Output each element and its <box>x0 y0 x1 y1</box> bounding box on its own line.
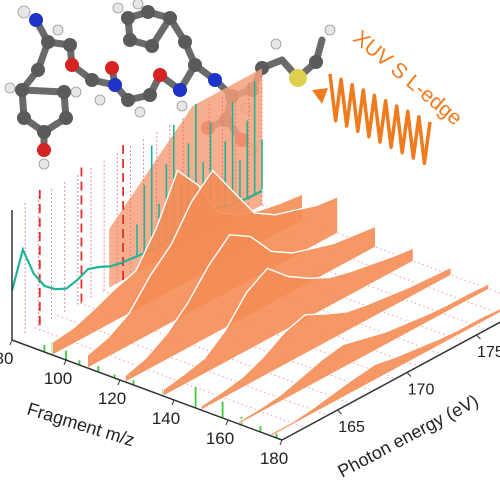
hydrogen-atom <box>38 158 50 170</box>
y-tick-label: 175 <box>477 344 500 361</box>
hydrogen-atom <box>52 24 64 36</box>
hydrogen-atom <box>94 94 106 106</box>
carbon-atom <box>85 73 99 87</box>
nitrogen-atom <box>108 78 122 92</box>
beam-arrow-icon <box>312 88 328 104</box>
hydrogen-atom <box>134 106 146 118</box>
carbon-atom <box>121 93 135 107</box>
carbon-atom <box>188 58 202 72</box>
sulfur-atom <box>289 69 307 87</box>
oxygen-atom <box>153 68 167 82</box>
energy-spectrum-line <box>87 169 338 356</box>
nitrogen-atom <box>173 83 187 97</box>
x-tick <box>117 379 121 386</box>
hydrogen-atom <box>17 5 31 19</box>
molecule-atoms <box>4 0 336 170</box>
hydrogen-atom <box>70 86 82 98</box>
carbon-atom <box>141 5 155 19</box>
x-tick <box>279 439 283 446</box>
molecule-bonds <box>18 8 326 154</box>
x-tick-label: 160 <box>206 429 234 448</box>
y-tick <box>476 334 481 340</box>
carbon-atom <box>59 111 73 125</box>
energy-spectrum-line <box>238 283 490 422</box>
molecule-model <box>4 0 336 170</box>
xuv-beam: XUV S L-edge <box>312 26 466 166</box>
x-tick <box>225 419 229 426</box>
x-tick-label: 100 <box>44 369 72 388</box>
carbon-atom <box>63 38 77 52</box>
y-tick-labels: 165 170 175 <box>337 334 500 436</box>
oxygen-atom <box>105 61 119 75</box>
hydrogen-atom <box>112 2 124 14</box>
oxygen-atom <box>65 58 79 72</box>
x-tick <box>63 359 67 366</box>
carbon-atom <box>37 125 51 139</box>
x-tick-label: 180 <box>260 449 288 468</box>
y-axis-label: Photon energy (eV) <box>334 391 481 482</box>
energy-spectrum-line <box>52 169 303 343</box>
hydrogen-atom <box>132 0 144 10</box>
carbon-atom <box>31 63 45 77</box>
hydrogen-atom <box>270 38 282 50</box>
carbon-atom <box>178 35 192 49</box>
carbon-atom <box>123 33 137 47</box>
energy-spectrum-line <box>200 266 452 407</box>
carbon-atom <box>121 11 135 25</box>
energy-spectrum-line <box>124 225 376 377</box>
nitrogen-atom <box>208 73 222 87</box>
x-tick-label: 80 <box>0 349 13 368</box>
energy-spectrum-line <box>162 247 414 391</box>
carbon-atom <box>57 85 71 99</box>
oxygen-atom <box>37 143 51 157</box>
nitrogen-atom <box>29 13 43 27</box>
energy-spectrum-line <box>270 307 500 435</box>
hydrogen-atom <box>4 82 16 94</box>
beam-wave <box>328 73 432 166</box>
x-axis-line <box>11 339 283 441</box>
carbon-atom <box>17 111 31 125</box>
y-tick-label: 165 <box>338 419 365 436</box>
x-tick-label: 140 <box>152 409 180 428</box>
hydrogen-atom <box>176 100 188 112</box>
carbon-atom <box>309 55 323 69</box>
y-tick <box>337 409 342 415</box>
y-tick <box>406 372 412 377</box>
x-tick <box>171 399 175 406</box>
x-tick-label: 120 <box>98 389 126 408</box>
x-tick <box>9 339 13 346</box>
hydrogen-atom <box>324 24 336 36</box>
x-tick-labels: 80 100 120 140 160 180 <box>0 339 288 468</box>
y-tick-label: 170 <box>408 382 435 399</box>
carbon-atom <box>145 39 159 53</box>
energy-spectra-layer <box>52 169 500 437</box>
carbon-atom <box>163 11 177 25</box>
carbon-atom <box>41 35 55 49</box>
carbon-atom <box>15 83 29 97</box>
carbon-atom <box>143 88 157 102</box>
